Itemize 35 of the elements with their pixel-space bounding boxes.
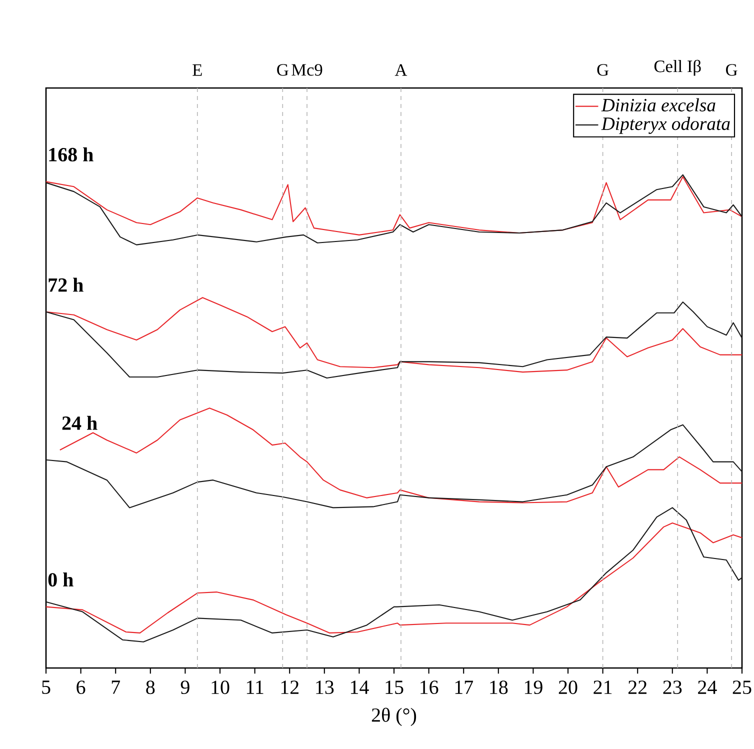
x-tick-label: 11 <box>246 680 264 694</box>
x-tick-label: 15 <box>386 680 404 694</box>
x-tick-label: 7 <box>112 680 120 694</box>
x-tick-label: 19 <box>524 680 542 694</box>
x-tick-label: 24 <box>698 680 717 694</box>
x-tick-label: 23 <box>663 680 682 694</box>
x-tick-label: 5 <box>42 680 50 694</box>
x-tick-label: 8 <box>146 680 155 694</box>
x-axis-title: 2θ (°) <box>372 708 416 726</box>
x-tick-label: 13 <box>316 680 334 694</box>
ref-line-label: Cell Iβ <box>654 60 701 76</box>
ref-line-label: E <box>192 64 202 76</box>
text: 168 h <box>49 147 94 162</box>
ref-line-label: G <box>597 64 609 76</box>
x-tick-label: 16 <box>420 680 438 694</box>
x-tick-label: 6 <box>76 680 86 694</box>
legend-label: Dipteryx odorata <box>601 116 730 134</box>
x-tick-label: 21 <box>594 680 612 694</box>
x-tick-label: 12 <box>281 680 298 694</box>
x-tick-label: 22 <box>628 680 646 694</box>
annotation: 24 h <box>62 416 98 430</box>
ref-line-label: G <box>277 64 288 76</box>
x-tick-label: 25 <box>732 680 752 694</box>
x-tick-label: 10 <box>212 680 230 694</box>
ref-line-label: G <box>726 64 738 76</box>
x-tick-label: 18 <box>490 680 508 694</box>
ref-line-label: A <box>394 64 408 76</box>
annotation: 72 h <box>48 278 84 292</box>
x-tick-label: 20 <box>558 680 578 694</box>
ref-line-label: Mc9 <box>292 64 322 76</box>
x-tick-label: 17 <box>455 680 474 694</box>
x-tick-label: 14 <box>350 680 369 694</box>
x-tick-label: 9 <box>180 680 190 694</box>
legend-label: Dinizia excelsa <box>601 98 716 112</box>
annotation: 0 h <box>48 572 74 587</box>
